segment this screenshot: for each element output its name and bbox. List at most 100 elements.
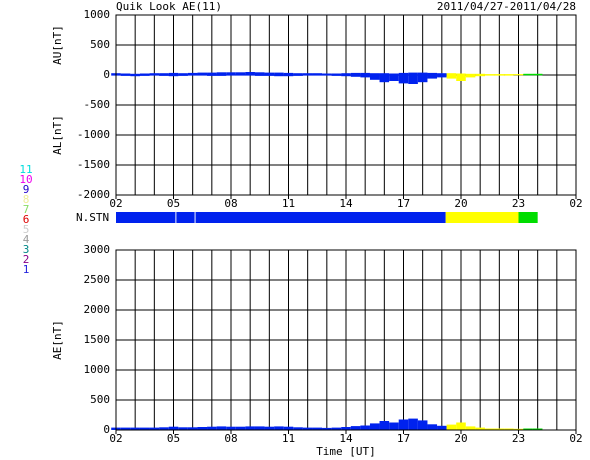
station-legend-label: 11 [19,163,32,176]
x-tick-label: 20 [454,197,467,210]
ae-bar [484,428,495,430]
station-segment [445,212,519,223]
au-al-bar [360,72,370,78]
au-al-bar [465,73,476,78]
ae-bar [226,426,236,430]
x-tick-label: 23 [512,432,525,445]
au-al-bar [283,72,294,77]
x-tick-label: 02 [569,197,582,210]
au-al-bar [149,73,160,76]
station-legend-label: 7 [23,203,30,216]
au-al-bar [274,72,284,77]
au-al-bar [446,73,457,79]
ae-bar [149,427,160,430]
au-al-bar [254,72,265,76]
ae-bar [523,428,533,430]
au-al-bar [398,72,409,84]
au-al-bar [120,73,131,76]
ae-bar [283,426,294,430]
au-al-bar [513,74,524,76]
x-tick-label: 05 [167,197,180,210]
x-tick-label: 11 [282,197,295,210]
y-tick-label: 1500 [84,333,111,346]
y-tick-label: 3000 [84,243,111,256]
y-tick-label: 1000 [84,8,111,21]
ae-bar [350,426,361,430]
station-legend-label: 9 [23,183,30,196]
ae-bar [207,426,217,430]
y-tick-label: 1000 [84,363,111,376]
ae-bar [369,423,380,430]
au-al-bar [523,73,533,76]
au-al-bar [197,72,208,76]
ae-bar [168,426,179,430]
x-axis-label: Time [UT] [316,445,376,458]
au-al-bar [437,73,447,78]
ae-bar [389,422,399,430]
au-al-bar [456,73,466,81]
ae-bar [427,424,438,430]
ae-bar [331,427,342,430]
ae-bar [465,426,476,430]
au-al-bar [168,72,179,77]
x-tick-label: 02 [109,432,122,445]
au-al-bar [350,72,361,77]
x-tick-label: 08 [224,432,237,445]
station-legend-label: 5 [23,223,30,236]
ae-bar [197,427,208,430]
au-al-bar [322,73,332,76]
ae-bar [494,428,505,430]
ae-bar [159,427,169,430]
x-tick-label: 14 [339,432,353,445]
ae-bar [379,421,390,430]
au-al-bar [245,72,255,76]
station-segment [195,212,446,223]
au-al-bar [226,72,236,76]
x-tick-label: 02 [109,197,122,210]
au-al-bar [389,73,399,81]
au-al-bar [331,73,342,76]
x-tick-label: 17 [397,432,410,445]
au-al-bar [293,73,303,76]
y-tick-label: 0 [103,68,110,81]
au-al-bar [408,72,418,84]
x-tick-label: 20 [454,432,467,445]
y-tick-label: -2000 [77,188,110,201]
ae-bar [437,425,447,430]
ae-bar [513,428,524,430]
ae-bar [254,426,265,430]
x-tick-label: 23 [512,197,525,210]
ae-bar [456,422,466,430]
x-tick-label: 14 [339,197,353,210]
au-al-bar [379,73,390,83]
station-legend-label: 10 [19,173,32,186]
au-al-bar [494,74,505,76]
y-tick-label: 2000 [84,303,111,316]
au-al-bar [369,73,380,80]
au-al-bar [139,73,150,76]
station-label: N.STN [76,211,109,224]
station-legend-label: 4 [23,233,30,246]
au-al-bar [341,73,351,77]
al-label: AL[nT] [51,115,64,155]
ae-label: AE[nT] [51,320,64,360]
au-al-bar [159,73,169,76]
y-tick-label: 500 [90,393,110,406]
au-al-bar [312,73,323,76]
au-al-bar [207,72,217,76]
chart-title: Quik Look AE(11) [116,0,222,13]
au-al-bar [484,74,495,76]
ae-bar [274,426,284,430]
ae-bar [398,419,409,430]
x-tick-label: 17 [397,197,410,210]
ae-bar [178,427,188,430]
ae-bar [322,427,332,430]
station-segment [176,212,195,223]
ae-bar [302,427,313,430]
au-al-bar [178,73,188,76]
y-tick-label: 2500 [84,273,111,286]
x-tick-label: 02 [569,432,582,445]
ae-bar [245,426,255,430]
ae-bar [187,427,198,430]
